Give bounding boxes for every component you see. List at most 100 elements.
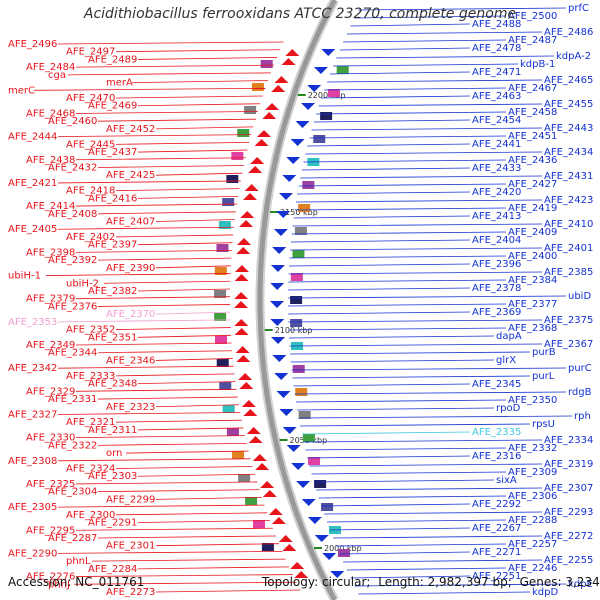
forward-gene-leader — [137, 381, 236, 385]
forward-gene-label: AFE_2416 — [88, 193, 137, 204]
reverse-gene-leader — [346, 567, 507, 571]
reverse-gene-leader — [309, 135, 507, 139]
reverse-gene-arrow — [274, 373, 289, 380]
forward-gene-leader — [115, 234, 234, 238]
reverse-gene-label: AFE_2487 — [508, 35, 557, 46]
forward-gene-label: AFE_2308 — [8, 456, 57, 467]
forward-gene-leader — [115, 188, 240, 192]
forward-gene-label: AFE_2331 — [48, 394, 97, 405]
forward-gene-arrow — [241, 400, 256, 407]
forward-gene-leader — [75, 64, 274, 68]
forward-gene-leader — [97, 304, 231, 307]
forward-gene-label: AFE_2300 — [66, 510, 115, 521]
forward-gene-arrow — [290, 562, 305, 569]
forward-gene-leader — [75, 111, 258, 114]
forward-gene-label: AFE_2353 — [8, 317, 57, 328]
reverse-gene-leader — [309, 463, 543, 467]
reverse-gene-leader — [288, 303, 507, 307]
forward-gene-leader — [137, 427, 244, 431]
reverse-gene-label: AFE_2272 — [544, 531, 593, 542]
forward-gene-arrow — [250, 157, 265, 164]
forward-gene-label: AFE_2376 — [48, 301, 97, 312]
length-value: 2,982,397 bp — [427, 575, 508, 589]
forward-gene-arrow — [255, 463, 270, 470]
forward-gene-label: AFE_2418 — [66, 186, 115, 197]
forward-gene-arrow — [256, 130, 271, 137]
reverse-gene-label: AFE_2385 — [544, 267, 593, 278]
forward-gene-label: AFE_2496 — [8, 39, 57, 50]
forward-gene-leader — [115, 327, 231, 330]
forward-gene-leader — [115, 512, 268, 516]
forward-gene-arrow — [271, 85, 286, 92]
forward-gene-leader — [57, 458, 251, 462]
reverse-gene-leader — [290, 247, 543, 251]
reverse-gene-leader — [307, 455, 471, 459]
feature-block — [308, 457, 321, 465]
reverse-gene-arrow — [301, 103, 316, 110]
reverse-gene-label: ubiD — [568, 291, 591, 302]
forward-gene-leader — [97, 489, 260, 493]
forward-gene-arrow — [243, 409, 258, 416]
reverse-gene-arrow — [276, 391, 291, 398]
reverse-gene-leader — [350, 575, 471, 579]
reverse-gene-label: AFE_2467 — [508, 83, 557, 94]
reverse-gene-arrow — [322, 553, 337, 560]
reverse-gene-leader — [336, 543, 507, 547]
forward-gene-arrow — [281, 58, 296, 65]
reverse-gene-arrow — [321, 49, 336, 56]
forward-gene-label: AFE_2408 — [48, 209, 97, 220]
reverse-gene-label: AFE_2368 — [508, 323, 557, 334]
forward-gene-leader — [103, 280, 231, 284]
forward-gene-arrow — [262, 112, 277, 119]
forward-gene-leader — [137, 103, 261, 107]
reverse-gene-arrow — [272, 247, 287, 254]
forward-gene-leader — [45, 273, 231, 276]
forward-gene-leader — [115, 373, 235, 377]
feature-block — [238, 474, 251, 482]
feature-block — [222, 405, 235, 413]
forward-gene-label: AFE_2489 — [88, 54, 137, 65]
reverse-gene-arrow — [295, 121, 310, 128]
feature-block — [244, 106, 257, 114]
reverse-gene-label: kdpD — [532, 587, 558, 598]
reverse-gene-leader — [301, 167, 471, 171]
reverse-gene-leader — [288, 279, 507, 283]
forward-gene-label: AFE_2342 — [8, 363, 57, 374]
forward-gene-leader — [155, 219, 235, 222]
forward-gene-label: AFE_2299 — [106, 494, 155, 505]
reverse-gene-label: AFE_2409 — [508, 227, 557, 238]
feature-block — [226, 175, 239, 183]
forward-gene-label: AFE_2352 — [66, 325, 115, 336]
reverse-gene-leader — [333, 63, 519, 67]
reverse-gene-label: AFE_2384 — [508, 275, 557, 286]
forward-gene-label: AFE_2405 — [8, 224, 57, 235]
feature-block — [251, 83, 264, 91]
reverse-gene-leader — [318, 103, 543, 107]
reverse-gene-leader — [336, 55, 555, 59]
forward-gene-label: AFE_2287 — [48, 533, 97, 544]
reverse-gene-label: AFE_2401 — [544, 243, 593, 254]
feature-block — [298, 204, 311, 212]
forward-gene-arrow — [240, 211, 255, 218]
forward-gene-label: AFE_2351 — [88, 332, 137, 343]
reverse-gene-label: purC — [568, 363, 592, 374]
feature-block — [320, 112, 333, 120]
forward-gene-arrow — [236, 247, 251, 254]
forward-gene-label: AFE_2392 — [48, 255, 97, 266]
forward-gene-leader — [97, 211, 236, 215]
reverse-gene-label: AFE_2454 — [472, 115, 521, 126]
reverse-gene-label: AFE_2433 — [472, 163, 521, 174]
forward-gene-label: AFE_2346 — [106, 355, 155, 366]
genome-summary: Topology: circular; Length: 2,982,397 bp… — [262, 575, 600, 589]
forward-gene-leader — [75, 388, 237, 392]
reverse-gene-leader — [289, 343, 543, 347]
forward-gene-leader — [57, 551, 283, 554]
feature-block — [298, 411, 311, 419]
topology-label: Topology: — [262, 575, 319, 589]
forward-gene-label: AFE_2301 — [106, 541, 155, 552]
reverse-gene-arrow — [282, 175, 297, 182]
reverse-gene-arrow — [279, 409, 294, 416]
accession-label: Accession: — [8, 575, 72, 589]
topology-value: circular — [321, 575, 367, 589]
reverse-gene-leader — [290, 359, 495, 363]
